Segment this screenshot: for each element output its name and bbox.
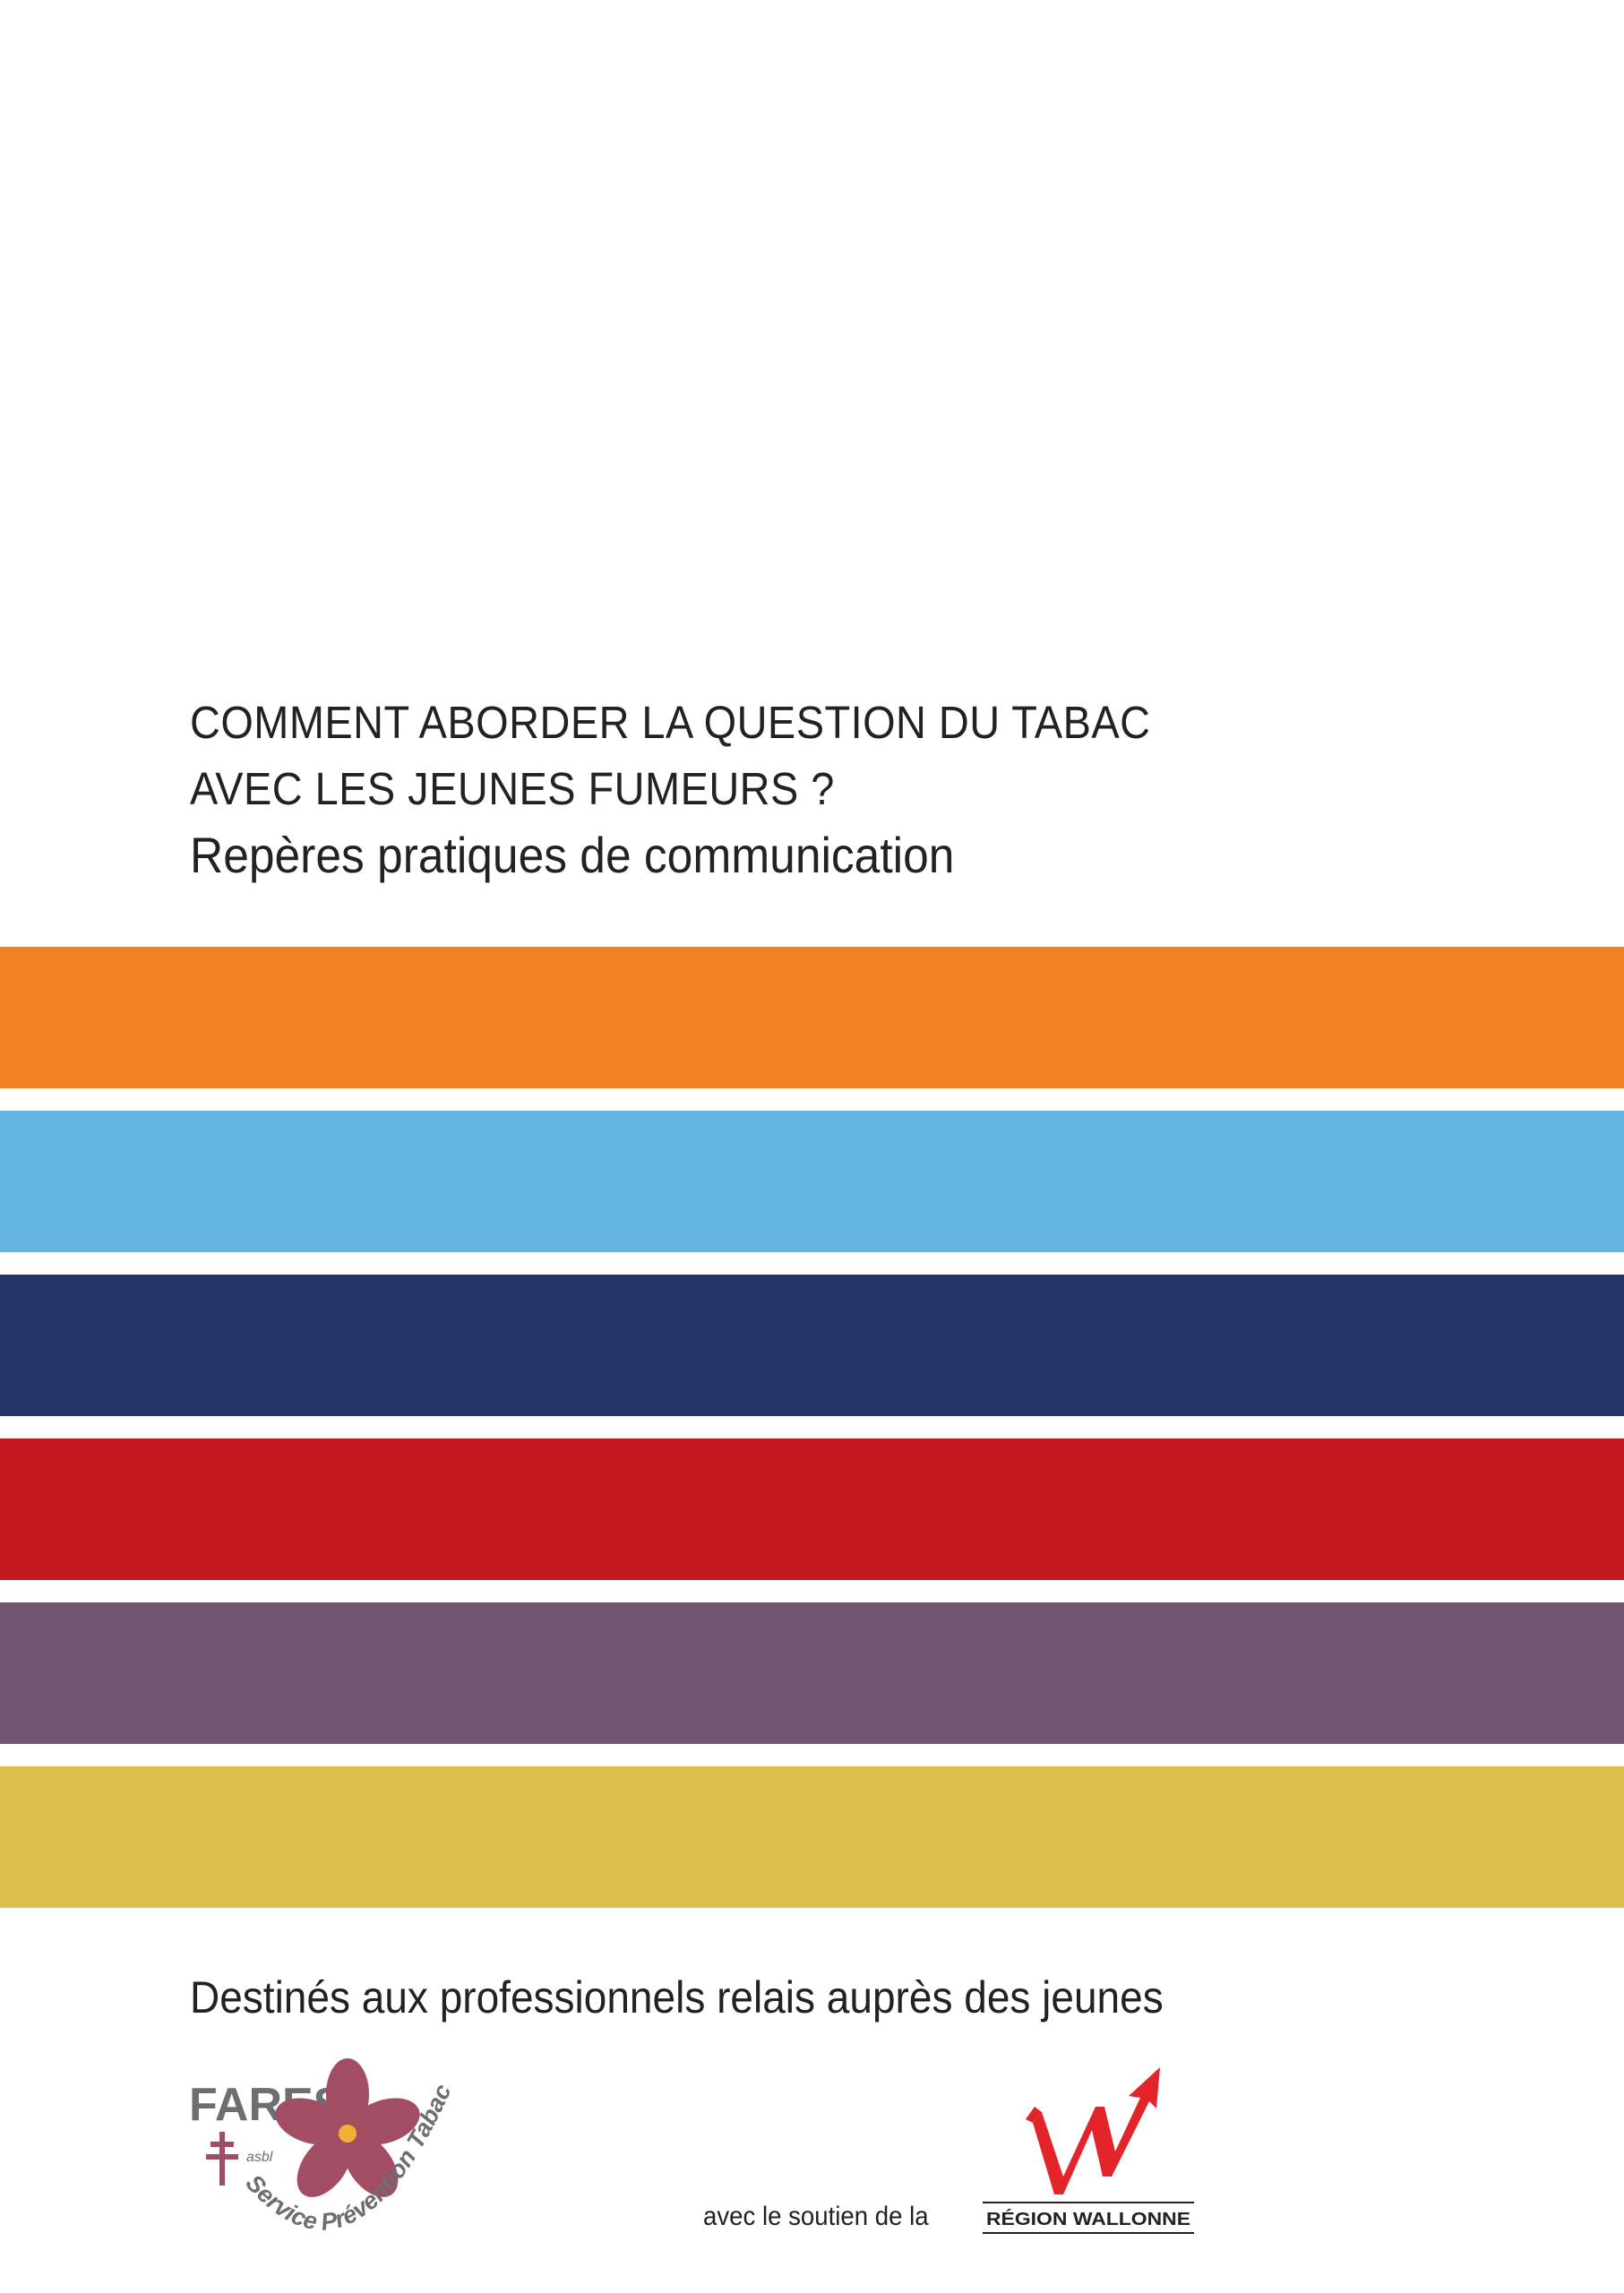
title-line-2: AVEC LES JEUNES FUMEURS ? — [190, 763, 835, 814]
stripe-yellow — [0, 1766, 1624, 1908]
wallonie-label: RÉGION WALLONNE — [986, 2209, 1190, 2229]
stripe-navy — [0, 1275, 1624, 1416]
stripe-light-blue — [0, 1111, 1624, 1252]
support-text: avec le soutien de la — [703, 2202, 929, 2231]
stripe-orange — [0, 947, 1624, 1088]
audience-text: Destinés aux professionnels relais auprè… — [190, 1972, 1164, 2022]
color-stripes — [0, 947, 1624, 1930]
fares-logo: FARES asbl Service Prévention Tabac — [189, 2058, 457, 2236]
flower-icon — [275, 2058, 420, 2197]
stripe-red — [0, 1438, 1624, 1580]
title-block: COMMENT ABORDER LA QUESTION DU TABAC AVE… — [190, 690, 1444, 889]
wallonie-rooster-w-icon — [1026, 2067, 1160, 2194]
lorraine-cross-icon — [206, 2132, 238, 2186]
subtitle: Repères pratiques de communication — [190, 827, 955, 883]
fares-asbl: asbl — [246, 2150, 273, 2165]
stripe-purple — [0, 1602, 1624, 1744]
title-line-1: COMMENT ABORDER LA QUESTION DU TABAC — [190, 697, 1151, 748]
wallonie-logo: RÉGION WALLONNE — [983, 2067, 1194, 2234]
